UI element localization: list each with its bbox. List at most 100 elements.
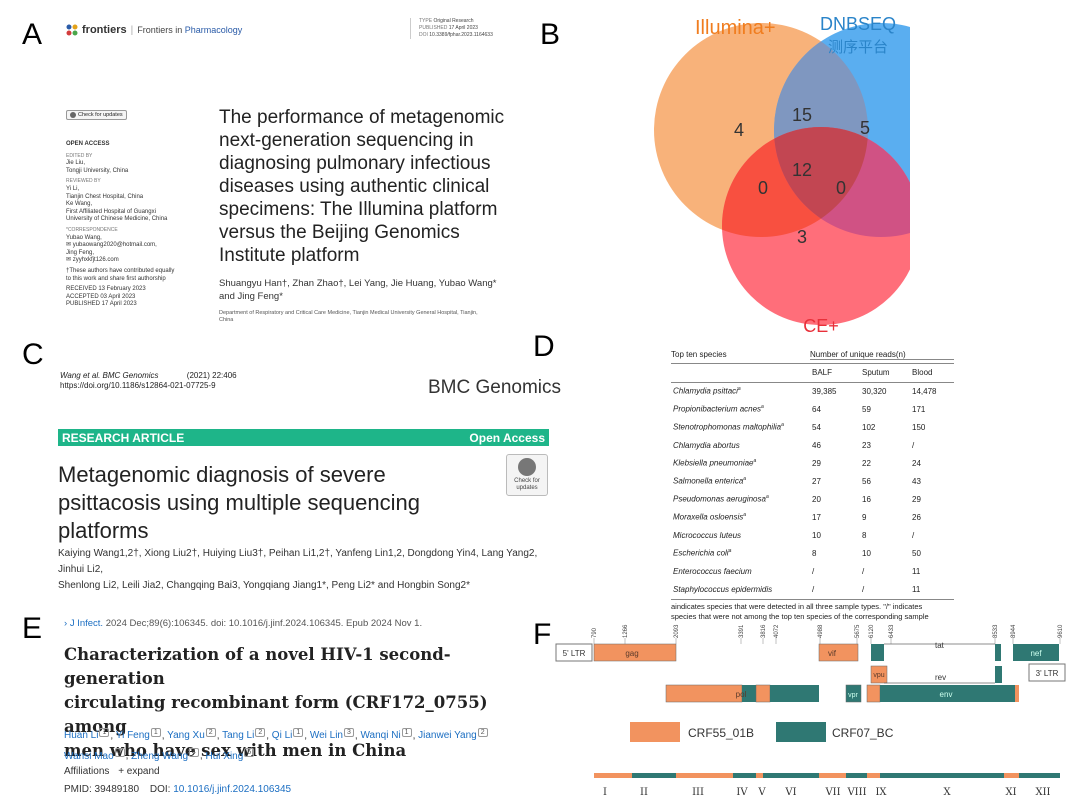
paper-c-title: Metagenomic diagnosis of severe psittacos…	[58, 462, 420, 543]
author-link[interactable]: Yi Feng 1	[116, 728, 162, 741]
author-link[interactable]: Wanqi Ni 1	[360, 728, 412, 741]
check-updates-badge[interactable]: Check for updates	[66, 110, 127, 120]
col-blood: Blood	[912, 368, 933, 378]
author-link[interactable]: Wei Lin 3	[310, 728, 355, 741]
read-count: 56	[862, 476, 871, 486]
read-count: 8	[862, 530, 867, 540]
venn-count-illumina-only: 4	[734, 120, 744, 140]
gene-vif	[818, 643, 859, 662]
svg-text:5' LTR: 5' LTR	[563, 649, 586, 658]
author-link[interactable]: Wansi Mao 2	[64, 748, 126, 762]
region-label: XII	[1035, 787, 1050, 798]
genome-position-label: 3816	[761, 624, 767, 638]
genome-position-label: 9610	[1058, 624, 1064, 638]
genome-position-label: 6120	[869, 624, 875, 638]
genome-position-label: 790	[592, 627, 598, 638]
legend-swatch-crf55	[630, 722, 680, 742]
expand-affiliations-button[interactable]: + expand	[118, 766, 160, 777]
gene-tat-label: tat	[935, 641, 945, 650]
panel-label-b: B	[540, 18, 561, 51]
venn-count-all: 12	[792, 160, 812, 180]
mosaic-segment	[770, 773, 819, 778]
gene-rev-exon2	[995, 666, 1002, 683]
author-link[interactable]: Tang Li 2	[222, 728, 266, 741]
paper-a-title: The performance of metagenomic next-gener…	[219, 107, 505, 266]
read-count: 24	[912, 458, 921, 468]
panel-label-c: C	[22, 338, 44, 371]
venn-count-dnbseq-only: 5	[860, 118, 870, 138]
table-row: Chlamydia psittacia 39,385 30,320 14,478	[671, 382, 954, 400]
author-link[interactable]: Yang Xu 2	[167, 728, 217, 741]
legend-label-crf55: CRF55_01B	[688, 726, 754, 740]
read-count: 14,478	[912, 386, 937, 396]
genome-position-label: 3391	[739, 624, 745, 638]
region-label: VIII	[846, 787, 866, 798]
read-count: /	[912, 530, 915, 540]
read-count: 8	[812, 548, 817, 558]
read-count: 30,320	[862, 386, 887, 396]
mosaic-segment	[763, 773, 770, 778]
gene-5ltr	[555, 643, 593, 662]
read-count: 102	[862, 422, 876, 432]
venn-count-illumina-dnbseq: 15	[792, 105, 812, 125]
publisher-name: frontiers	[82, 24, 127, 36]
paper-a-department: Department of Respiratory and Critical C…	[219, 310, 478, 323]
author-link[interactable]: Huan Li 1	[64, 728, 110, 741]
side-info-line: *CORRESPONDENCE	[66, 226, 118, 233]
table-row: Salmonella entericaa 27 56 43	[671, 472, 954, 490]
region-label: VII	[824, 787, 840, 798]
svg-text:nef: nef	[1030, 649, 1042, 658]
panel-label-d: D	[533, 330, 555, 363]
region-label: IV	[736, 787, 748, 798]
read-count: 29	[812, 458, 821, 468]
species-name: Klebsiella pneumoniae	[673, 458, 754, 468]
panel-label-e: E	[22, 612, 43, 645]
region-label: IX	[875, 787, 887, 798]
read-count: 10	[812, 530, 821, 540]
genome-position-label: 4988	[818, 624, 824, 638]
paper-e-title: Characterization of a novel HIV-1 second…	[64, 645, 488, 760]
read-count: 59	[862, 404, 871, 414]
read-count: 171	[912, 404, 926, 414]
mosaic-segment	[880, 773, 1004, 778]
table-header-reads: Number of unique reads(n)	[810, 350, 954, 360]
species-name: Moraxella osloensis	[673, 512, 744, 522]
check-updates-button[interactable]: Check for updates	[506, 454, 548, 496]
genome-position-label: 2093	[674, 624, 680, 638]
author-link[interactable]: Qi Li 1	[272, 728, 304, 741]
panel-label-a: A	[22, 18, 43, 51]
read-count: 11	[912, 584, 921, 594]
author-link[interactable]: Hui Xing 5	[205, 748, 255, 762]
side-info-line: First Affiliated Hospital of Guangxi	[66, 208, 156, 215]
read-count: /	[862, 584, 865, 594]
read-count: 17	[812, 512, 821, 522]
table-header-species: Top ten species	[671, 350, 727, 359]
side-info-line: EDITED BY	[66, 152, 93, 159]
col-balf: BALF	[812, 368, 833, 378]
journal-link[interactable]: J Infect.	[69, 618, 104, 629]
mosaic-segment	[632, 773, 676, 778]
read-count: /	[862, 566, 865, 576]
species-name: Chlamydia psittaci	[673, 387, 738, 397]
author-link[interactable]: Zheng Wang 4	[131, 748, 200, 762]
read-count: 39,385	[812, 386, 837, 396]
side-info-line: to this work and share first authorship	[66, 275, 166, 282]
svg-text:gag: gag	[625, 649, 638, 658]
venn-label-dnbseq: DNBSEQ	[820, 14, 896, 34]
svg-text:vpr: vpr	[848, 692, 858, 699]
species-name: Staphylococcus epidermidis	[673, 584, 773, 594]
svg-text:vif: vif	[828, 649, 837, 658]
svg-text:pol: pol	[736, 690, 747, 699]
species-name: Enterococcus faecium	[673, 566, 752, 576]
author-link[interactable]: Jianwei Yang 2	[418, 728, 488, 741]
pmid-doi-row: PMID: 39489180 DOI: 10.1016/j.jinf.2024.…	[64, 784, 292, 795]
table-footnote: aindicates species that were detected in…	[671, 602, 929, 621]
table-row: Propionibacterium acnesa 64 59 171	[671, 400, 954, 418]
table-row: Staphylococcus epidermidis / / 11	[671, 580, 954, 598]
region-label: V	[757, 787, 766, 798]
read-count: 150	[912, 422, 926, 432]
doi-link[interactable]: 10.1016/j.jinf.2024.106345	[173, 784, 292, 795]
genome-position-label: 5675	[855, 624, 861, 638]
genome-position-label: 8944	[1011, 624, 1017, 638]
mosaic-segment	[756, 773, 763, 778]
